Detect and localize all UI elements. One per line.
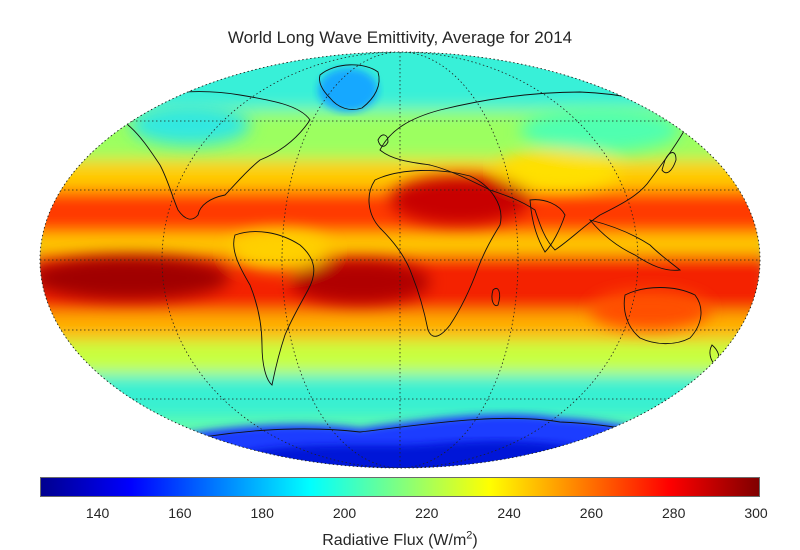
colorbar-label-sup: 2 <box>466 529 473 542</box>
australia-outline <box>623 287 702 345</box>
map-title: World Long Wave Emittivity, Average for … <box>227 28 573 47</box>
colorbar-tick-180: 180 <box>250 505 274 521</box>
colorbar-tick-140: 140 <box>85 505 110 521</box>
colorbar-tick-220: 220 <box>415 505 439 521</box>
colorbar-tick-240: 240 <box>497 505 521 521</box>
meridian-120 <box>161 52 639 468</box>
eurasia-outline <box>379 91 691 251</box>
colorbar-tick-280: 280 <box>662 505 686 521</box>
greenland-cold <box>318 68 378 112</box>
graticule <box>40 52 760 468</box>
southeast-asia-outline <box>588 219 682 271</box>
uk-outline <box>377 134 389 147</box>
colorbar-label-main: Radiative Flux (W/m <box>322 532 467 549</box>
colorbar-label-close: ) <box>472 532 478 549</box>
africa-outline <box>368 170 502 337</box>
colorbar-tick-260: 260 <box>579 505 604 521</box>
greenland-outline <box>319 64 380 110</box>
band-south-midlat <box>40 340 760 378</box>
india-outline <box>529 199 566 253</box>
globe-outline <box>39 51 761 469</box>
japan-outline <box>661 152 677 174</box>
madagascar-outline <box>491 287 501 307</box>
north-america-outline <box>119 91 311 220</box>
colorbar <box>40 477 760 497</box>
south-america-outline <box>233 231 315 386</box>
colorbar-label: Radiative Flux (W/m2) <box>0 529 800 550</box>
colorbar-tick-160: 160 <box>168 505 192 521</box>
colorbar-tick-300: 300 <box>744 505 768 521</box>
meridian-60 <box>281 52 519 468</box>
colorbar-tick-200: 200 <box>332 505 357 521</box>
